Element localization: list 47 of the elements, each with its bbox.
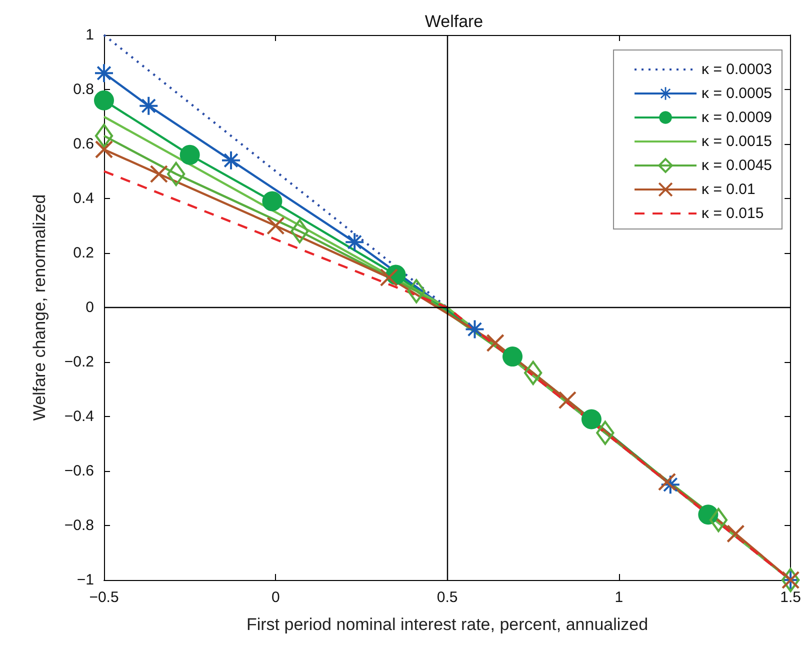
y-tick-label: 1: [86, 26, 94, 44]
point: [502, 346, 523, 367]
x-tick-label: 1.5: [780, 589, 802, 606]
y-tick-label: −0.6: [64, 462, 94, 480]
point: [524, 360, 542, 385]
point: [94, 124, 114, 148]
y-tick-label: 0: [86, 299, 94, 316]
legend-label: κ = 0.0009: [702, 109, 772, 126]
point: [266, 216, 285, 235]
y-tick-label: 0.6: [73, 136, 94, 152]
x-tick-label: 0: [271, 589, 280, 606]
point: [596, 420, 614, 445]
point: [180, 144, 200, 165]
legend-label: κ = 0.01: [702, 181, 756, 198]
point: [709, 508, 728, 532]
x-axis-title: First period nominal interest rate, percent, annualized: [246, 615, 648, 634]
legend-label: κ = 0.0045: [702, 157, 772, 174]
y-tick-label: 0.2: [73, 244, 94, 262]
point: [558, 391, 577, 410]
x-tick-label: −0.5: [89, 589, 119, 606]
y-tick-label: 0.8: [73, 81, 94, 98]
point: [581, 409, 602, 430]
x-tick-label: 0.5: [436, 589, 458, 606]
legend-label: κ = 0.0003: [702, 61, 772, 78]
legend-label: κ = 0.0005: [702, 85, 772, 102]
point: [658, 472, 676, 491]
y-tick-label: −1: [76, 572, 94, 588]
legend-label: κ = 0.015: [702, 205, 764, 222]
legend-label: κ = 0.0015: [702, 133, 772, 150]
y-tick-label: −0.8: [64, 517, 94, 534]
chart-title: Welfare: [424, 12, 484, 31]
point: [150, 164, 168, 184]
x-tick-label: 1: [614, 589, 624, 606]
point: [781, 568, 800, 592]
point: [407, 279, 426, 304]
point: [486, 334, 504, 352]
point: [262, 191, 282, 212]
y-tick-label: 0.4: [73, 190, 94, 207]
point: [290, 219, 309, 244]
point: [94, 140, 114, 159]
y-axis-title: Welfare change, renormalized: [30, 194, 49, 421]
point: [726, 524, 745, 543]
point: [166, 162, 186, 186]
y-tick-label: −0.4: [64, 408, 94, 425]
y-tick-label: −0.2: [64, 354, 94, 370]
point: [380, 268, 398, 287]
point: [94, 90, 114, 110]
